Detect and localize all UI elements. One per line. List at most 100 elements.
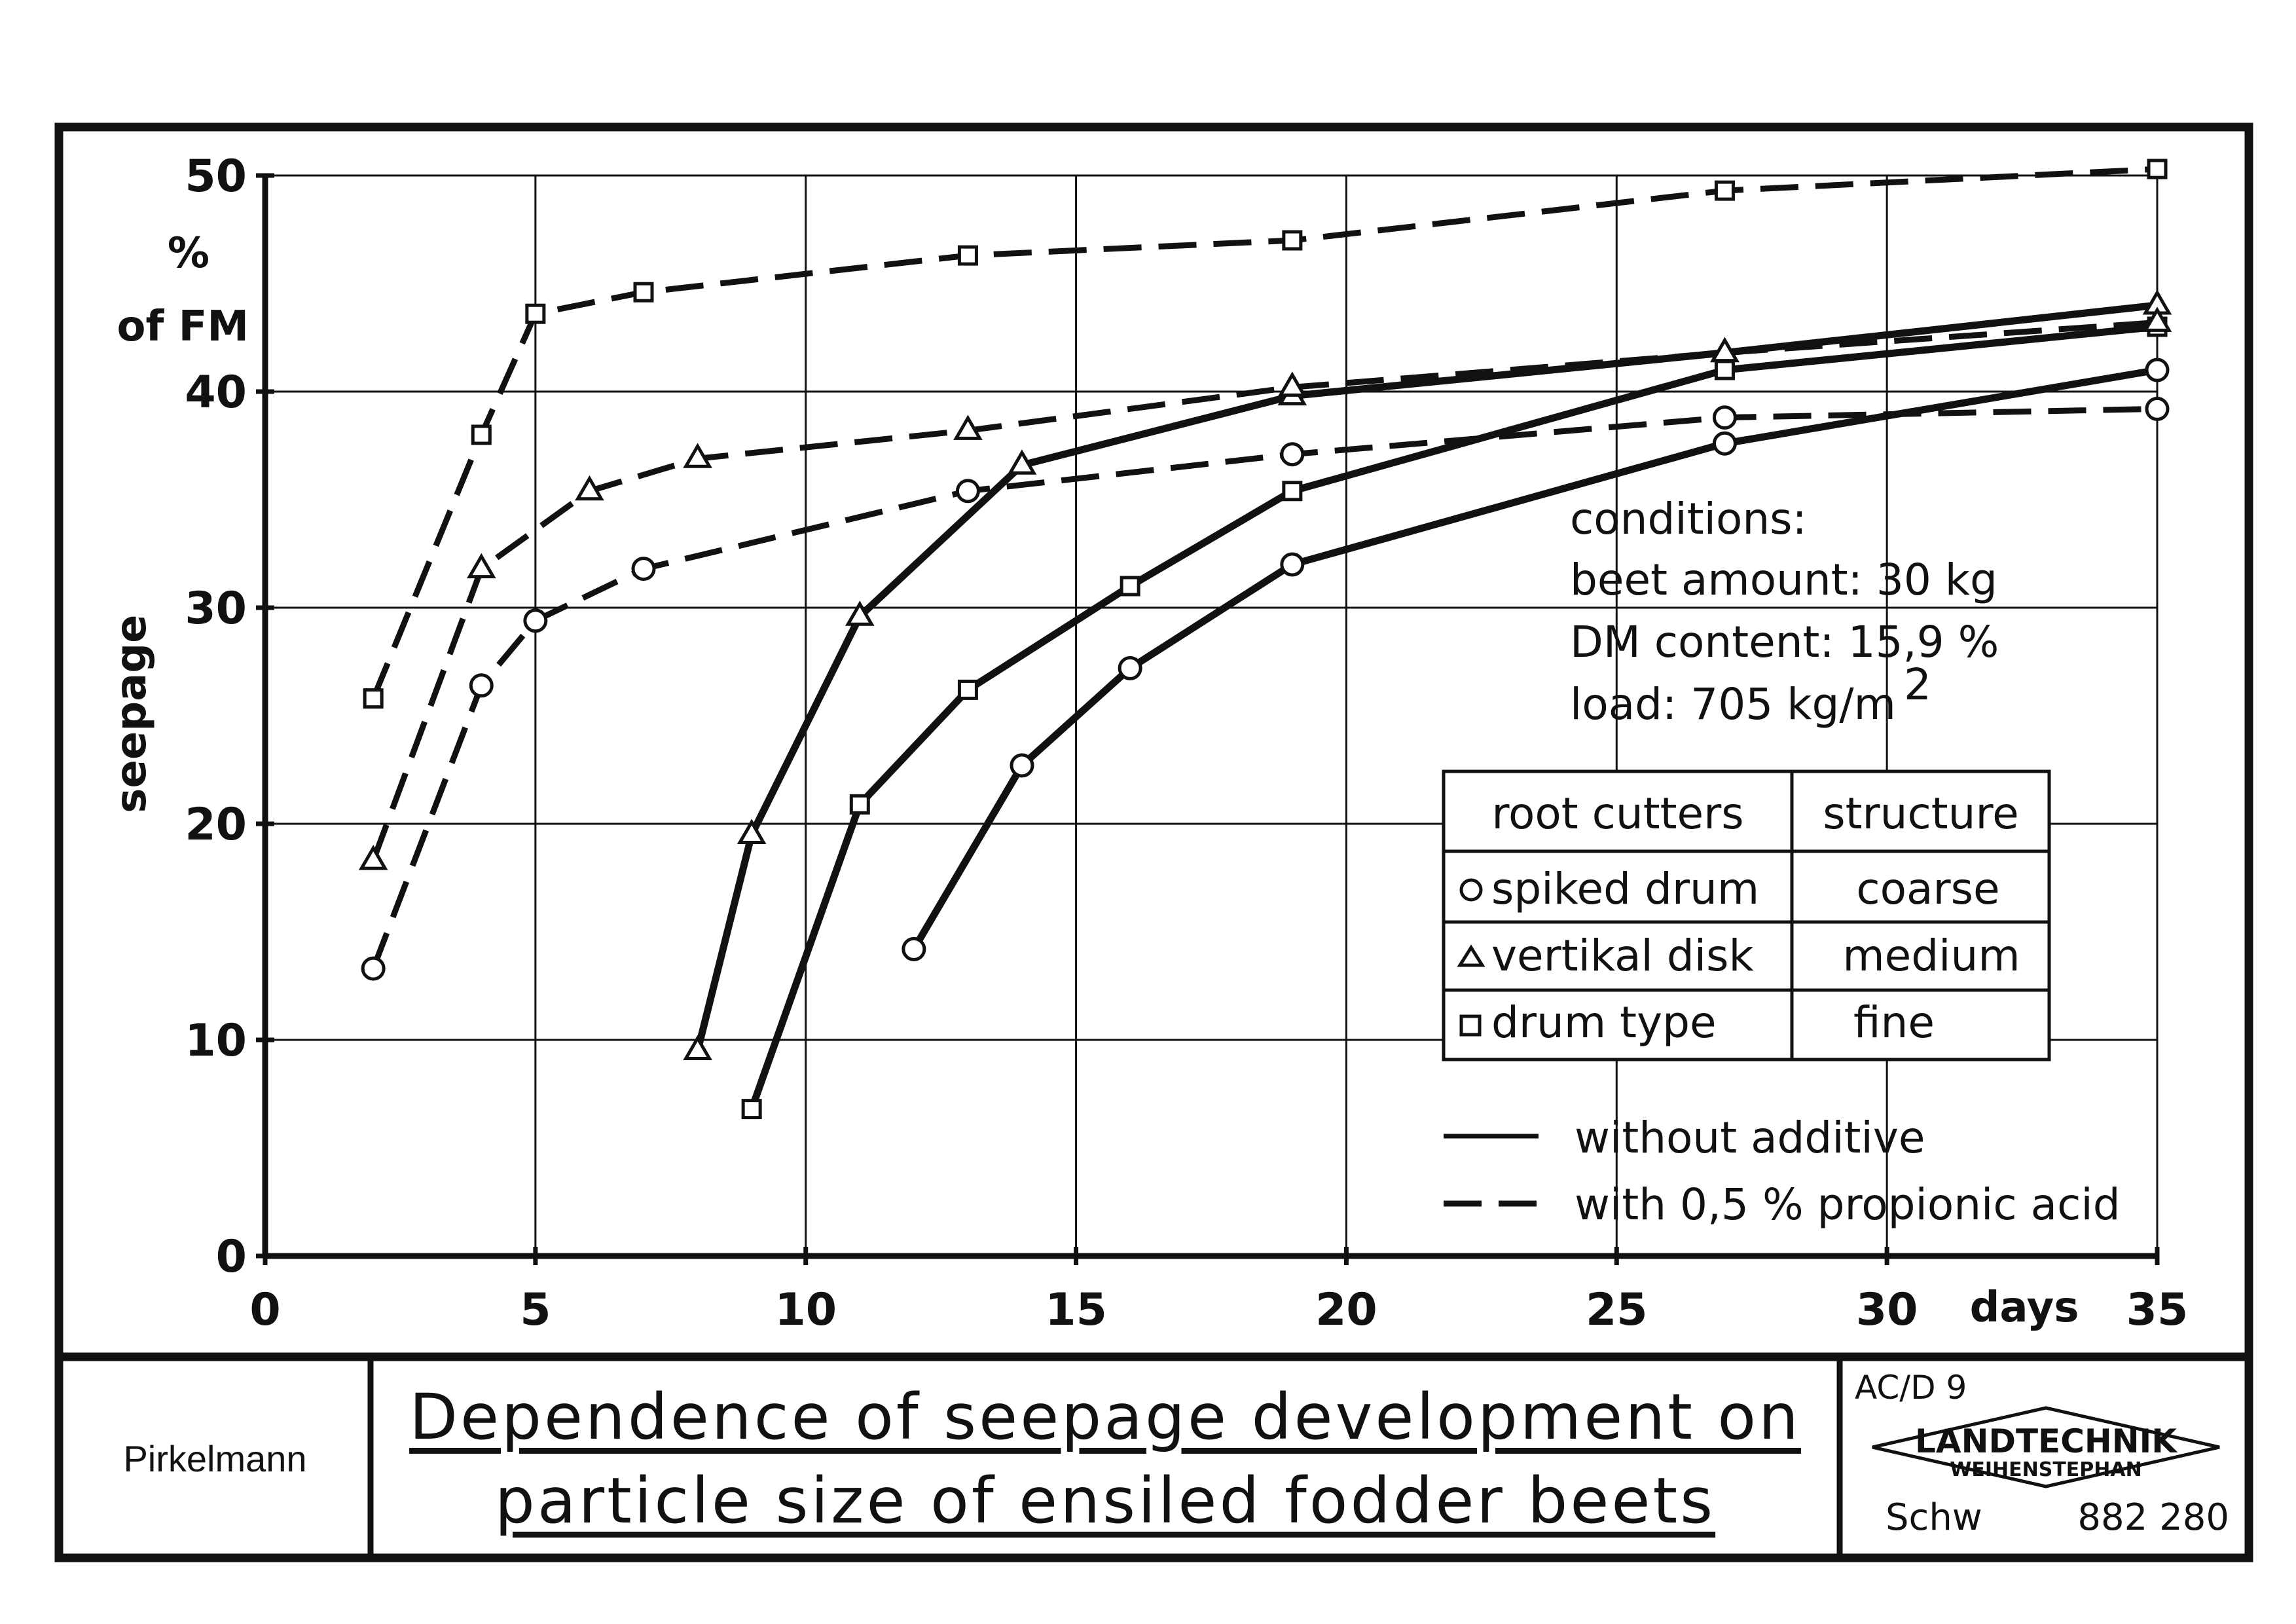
data-point-square	[633, 282, 654, 303]
data-point-circle	[631, 557, 656, 581]
data-point-circle	[523, 608, 548, 633]
data-point-circle	[1712, 431, 1737, 456]
logo-sub-text: WEIHENSTEPHAN	[1950, 1458, 2141, 1481]
legend-row-cutter: spiked drum	[1491, 864, 1759, 914]
data-point-triangle	[466, 553, 496, 579]
x-axis-title: days	[1970, 1283, 2079, 1332]
conditions-load: load: 705 kg/m	[1570, 679, 1896, 729]
logo-main-text: LANDTECHNIK	[1915, 1422, 2178, 1460]
data-point-triangle	[845, 600, 875, 626]
data-point-triangle	[358, 845, 388, 870]
data-point-square	[1120, 576, 1140, 597]
data-point-square	[741, 1099, 762, 1120]
line-style-legend: without additive with 0,5 % propionic ac…	[1444, 1113, 2121, 1230]
y-unit-fm: of FM	[117, 303, 249, 351]
drawing-code: AC/D 9	[1855, 1369, 1967, 1407]
data-point-circle	[361, 956, 386, 981]
data-point-triangle	[683, 443, 712, 468]
legend-row-structure: fine	[1853, 997, 1935, 1048]
y-tick-label: 10	[185, 1015, 247, 1067]
conditions-dm-content: DM content: 15,9 %	[1570, 617, 1999, 667]
legend-table: root cutters structure spiked drum coars…	[1442, 769, 2051, 1061]
data-point-square	[2147, 158, 2168, 179]
data-point-circle	[1280, 552, 1305, 577]
y-axis-title: seepage	[107, 614, 156, 813]
data-point-circle	[1280, 442, 1305, 467]
data-point-circle	[2145, 396, 2170, 421]
legend-table-border	[1442, 769, 2051, 1061]
title-line-1: Dependence of seepage development on	[409, 1380, 1801, 1454]
data-point-square	[1282, 481, 1303, 502]
data-point-triangle	[953, 415, 983, 440]
data-point-square	[957, 679, 978, 700]
triangle-marker-icon	[1457, 944, 1485, 967]
data-point-square	[849, 794, 870, 815]
legend-solid-label: without additive	[1575, 1113, 1925, 1163]
conditions-heading: conditions:	[1570, 494, 1807, 544]
x-tick-label: 35	[2126, 1284, 2189, 1336]
circle-marker-icon	[1459, 878, 1483, 902]
y-tick-label: 50	[185, 151, 247, 202]
figure-title: Dependence of seepage development on par…	[375, 1362, 1835, 1555]
legend-row-structure: medium	[1842, 931, 2020, 981]
data-point-triangle	[1710, 337, 1740, 363]
drafter-initials: Schw	[1886, 1496, 1982, 1539]
x-tick-label: 30	[1856, 1284, 1918, 1336]
data-point-circle	[1010, 753, 1034, 778]
square-marker-icon	[1459, 1014, 1482, 1037]
legend-header-cutters: root cutters	[1491, 788, 1743, 839]
conditions-note: conditions: beet amount: 30 kg DM conten…	[1570, 494, 1999, 729]
data-point-circle	[1118, 655, 1142, 680]
data-point-circle	[469, 673, 494, 698]
data-point-square	[1714, 180, 1735, 201]
drawing-number: 882 280	[2077, 1496, 2229, 1539]
series	[358, 158, 2172, 1120]
y-unit-percent: %	[168, 229, 210, 278]
data-point-square	[471, 424, 492, 445]
conditions-beet-amount: beet amount: 30 kg	[1570, 555, 1997, 605]
x-tick-label: 0	[249, 1284, 280, 1336]
title-line-2: particle size of ensiled fodder beets	[494, 1464, 1716, 1538]
landtechnik-logo: LANDTECHNIK WEIHENSTEPHAN	[1872, 1406, 2220, 1488]
data-point-circle	[955, 479, 980, 504]
y-tick-label: 0	[216, 1231, 247, 1283]
drawing-frame	[54, 122, 2253, 1562]
data-point-triangle	[737, 819, 767, 844]
legend-header-structure: structure	[1823, 788, 2019, 839]
data-point-square	[363, 688, 384, 709]
data-point-square	[525, 303, 546, 324]
x-tick-label: 15	[1045, 1284, 1107, 1336]
data-point-triangle	[1007, 449, 1037, 475]
data-point-triangle	[683, 1035, 712, 1060]
institution-stamp: AC/D 9 LANDTECHNIK WEIHENSTEPHAN Schw 88…	[1843, 1362, 2249, 1555]
series-line-dashed	[370, 166, 2158, 700]
x-tick-label: 10	[774, 1284, 837, 1336]
data-point-circle	[1712, 405, 1737, 430]
data-point-triangle	[1277, 371, 1307, 397]
data-point-circle	[2145, 358, 2170, 382]
axes: 0 5 10 15 20 25 30 35 0 10 20 30 40 50	[185, 151, 2188, 1336]
grid	[265, 174, 2159, 1256]
data-point-circle	[902, 936, 926, 961]
conditions-load-exponent: 2	[1904, 659, 1931, 710]
data-point-square	[1714, 360, 1735, 380]
series-line-solid	[911, 366, 2158, 951]
legend-row-cutter: vertikal disk	[1491, 931, 1754, 981]
data-point-square	[1282, 230, 1303, 251]
x-tick-label: 25	[1586, 1284, 1648, 1336]
series-line-dashed	[370, 405, 2158, 970]
y-tick-label: 40	[185, 367, 247, 418]
data-point-triangle	[575, 475, 604, 501]
legend-row-cutter: drum type	[1491, 997, 1717, 1048]
data-point-triangle	[2142, 306, 2172, 332]
legend-dashed-label: with 0,5 % propionic acid	[1575, 1179, 2121, 1230]
x-tick-label: 20	[1315, 1284, 1377, 1336]
y-tick-label: 30	[185, 583, 247, 635]
y-tick-label: 20	[185, 799, 247, 851]
x-tick-label: 5	[520, 1284, 551, 1336]
legend-row-structure: coarse	[1856, 864, 1999, 914]
data-point-square	[957, 245, 978, 266]
author-name: Pirkelmann	[123, 1438, 307, 1479]
series-line-dashed	[370, 319, 2158, 862]
